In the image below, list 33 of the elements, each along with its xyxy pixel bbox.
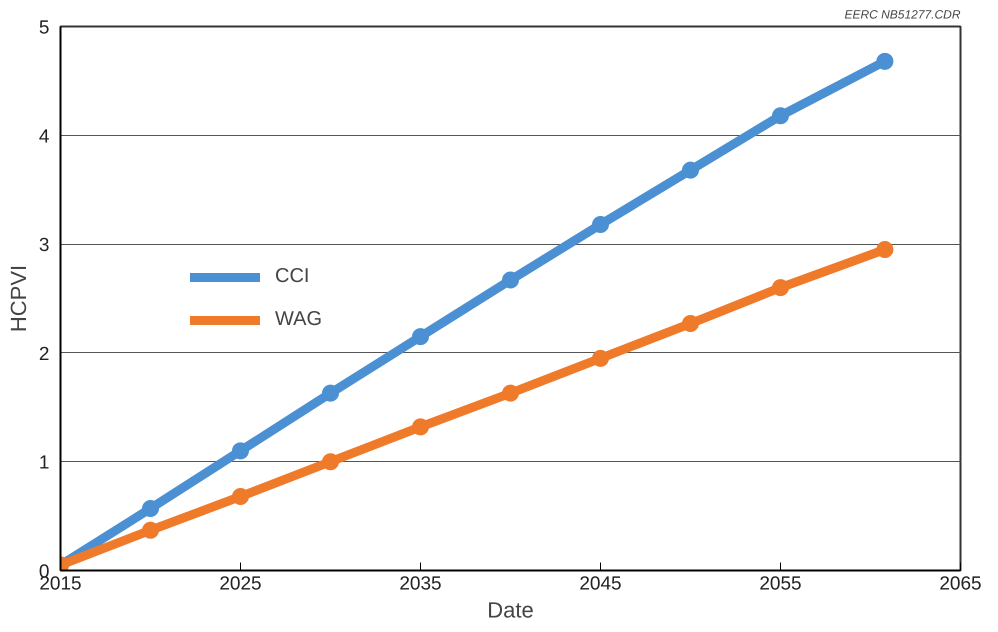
point <box>772 279 789 296</box>
x-tick-label: 2035 <box>399 574 442 594</box>
point <box>682 162 699 179</box>
point <box>772 107 789 124</box>
text: EERC NB51277.CDR <box>844 8 961 22</box>
y-tick-label: 5 <box>38 18 50 38</box>
point <box>502 272 519 288</box>
y-axis-title: HCPVI <box>6 264 31 332</box>
x-axis-title: Date <box>487 598 534 622</box>
y-tick-label: 4 <box>38 126 50 148</box>
point <box>592 216 609 233</box>
y-tick-label: 2 <box>38 344 50 365</box>
x-tick-label: 2025 <box>219 574 262 594</box>
legend-label: WAG <box>275 308 322 331</box>
x-tick-label: 2065 <box>939 574 982 594</box>
point <box>232 442 249 460</box>
point <box>592 350 609 367</box>
y-tick-label: 3 <box>38 235 50 256</box>
point <box>322 384 339 402</box>
point <box>682 315 699 332</box>
point <box>876 241 894 258</box>
point <box>142 500 159 517</box>
point <box>502 384 519 402</box>
point <box>412 418 429 436</box>
point <box>876 52 894 70</box>
point <box>412 328 429 346</box>
point <box>232 488 249 505</box>
legend-label: CCI <box>275 265 310 288</box>
x-tick-label: 2045 <box>579 574 622 594</box>
y-tick-label: 1 <box>38 452 50 474</box>
x-tick-label: 2055 <box>759 574 802 594</box>
point <box>322 453 339 470</box>
point <box>142 522 159 539</box>
